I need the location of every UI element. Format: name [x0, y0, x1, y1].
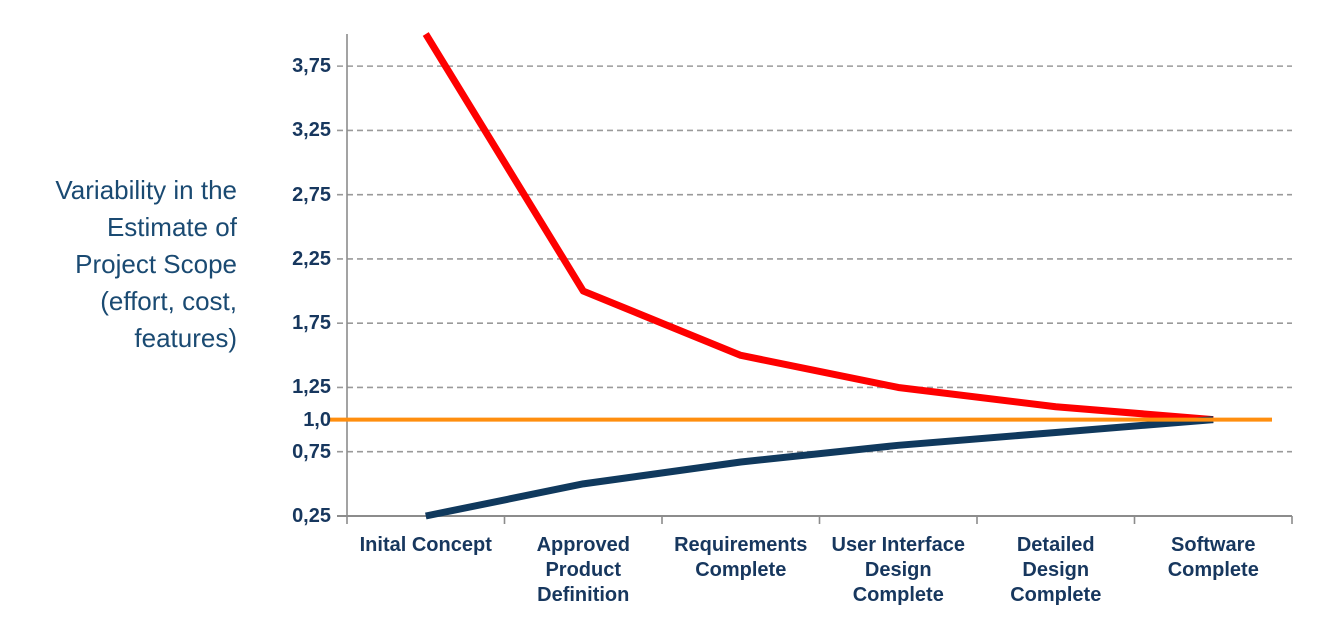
x-category-label: User Interface Design Complete: [831, 534, 965, 606]
y-tick-label: 3,25: [292, 119, 331, 142]
y-tick-label: 1,75: [292, 312, 331, 335]
y-tick-label: 2,75: [292, 183, 331, 206]
x-category-label: Detailed Design Complete: [1010, 534, 1102, 606]
y-tick-label: 0,75: [292, 440, 331, 463]
y-tick-label: 3,75: [292, 55, 331, 78]
x-category-label: Software Complete: [1167, 534, 1259, 581]
y-tick-label: 1,25: [292, 376, 331, 399]
y-tick-label: 1,0: [303, 408, 331, 431]
y-tick-label: 2,25: [292, 247, 331, 270]
x-category-label: Approved Product Definition: [536, 534, 630, 606]
upper-estimate-bound: [422, 32, 1214, 424]
x-category-label: Inital Concept: [359, 534, 492, 556]
x-category-label: Requirements Complete: [674, 534, 808, 581]
y-tick-label: 0,25: [292, 505, 331, 527]
lower-estimate-bound: [425, 416, 1214, 520]
y-axis-title: Variability in the Estimate of Project S…: [55, 175, 237, 353]
